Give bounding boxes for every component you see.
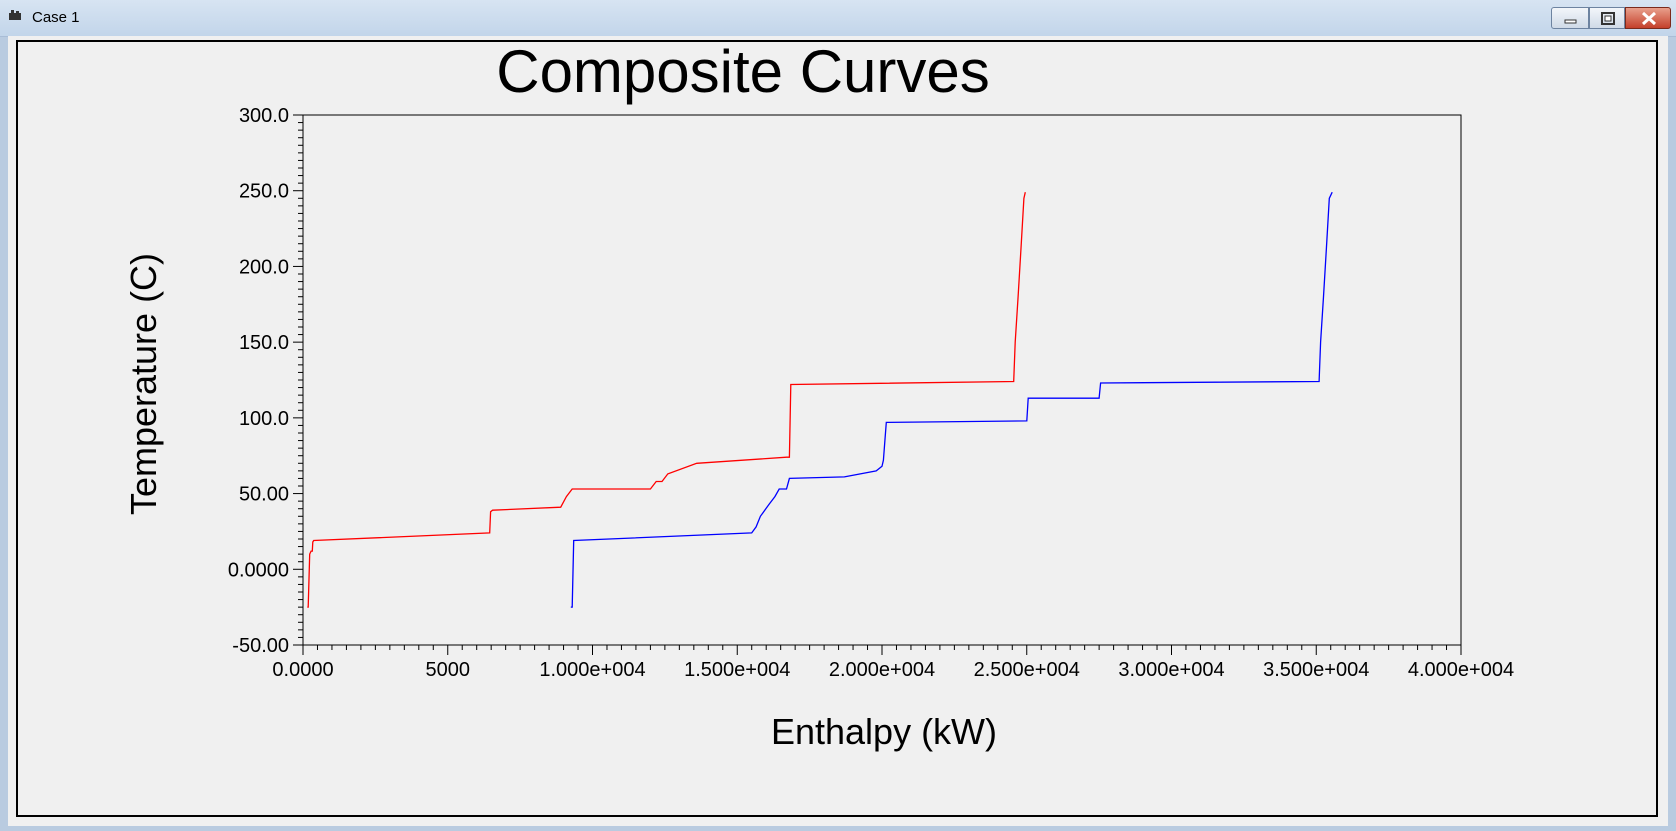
y-tick-label: -50.00 bbox=[232, 635, 289, 657]
x-tick-label: 4.000e+004 bbox=[1408, 659, 1514, 681]
x-tick-label: 1.000e+004 bbox=[539, 659, 645, 681]
y-tick-label: 200.0 bbox=[239, 256, 289, 278]
x-axis-label: Enthalpy (kW) bbox=[771, 711, 997, 752]
window-title: Case 1 bbox=[32, 9, 80, 26]
window-client-area: Composite Curves Enthalpy (kW) Temperatu… bbox=[8, 36, 1668, 826]
x-tick-label: 2.500e+004 bbox=[974, 659, 1080, 681]
close-button[interactable] bbox=[1625, 7, 1671, 29]
restore-icon bbox=[1601, 12, 1615, 25]
window-titlebar: Case 1 bbox=[0, 0, 1676, 37]
x-tick-label: 3.500e+004 bbox=[1263, 659, 1369, 681]
y-tick-label: 50.00 bbox=[239, 484, 289, 506]
y-tick-label: 150.0 bbox=[239, 332, 289, 354]
series-layer bbox=[307, 191, 1333, 608]
chart-title: Composite Curves bbox=[496, 42, 990, 105]
minimize-button[interactable] bbox=[1551, 7, 1589, 29]
y-tick-label: 300.0 bbox=[239, 105, 289, 127]
y-axis-ticks: -50.00 0.0000 50.00 100.0 150.0 200.0 250.0 300… bbox=[228, 105, 303, 657]
x-tick-label: 0.0000 bbox=[272, 659, 333, 681]
x-tick-label: 1.500e+004 bbox=[684, 659, 790, 681]
y-tick-label: 250.0 bbox=[239, 181, 289, 203]
x-tick-label: 3.000e+004 bbox=[1118, 659, 1224, 681]
minimize-icon bbox=[1564, 19, 1577, 24]
restore-button[interactable] bbox=[1589, 7, 1625, 29]
x-tick-label: 2.000e+004 bbox=[829, 659, 935, 681]
y-tick-label: 0.0000 bbox=[228, 559, 289, 581]
x-tick-label: 5000 bbox=[426, 659, 471, 681]
close-icon bbox=[1641, 11, 1657, 26]
y-tick-label: 100.0 bbox=[239, 408, 289, 430]
plot-area bbox=[302, 114, 1462, 646]
composite-curves-chart: Composite Curves Enthalpy (kW) Temperatu… bbox=[123, 38, 1514, 752]
cold-composite-curve bbox=[570, 191, 1333, 608]
x-axis-ticks: 0.0000 5000 1.000e+004 1.500e+004 2.000e+004… bbox=[272, 645, 1514, 681]
hot-composite-curve bbox=[307, 192, 1026, 608]
plot-frame: Composite Curves Enthalpy (kW) Temperatu… bbox=[16, 38, 1658, 817]
app-icon bbox=[9, 10, 21, 20]
y-axis-label: Temperature (C) bbox=[123, 253, 164, 515]
